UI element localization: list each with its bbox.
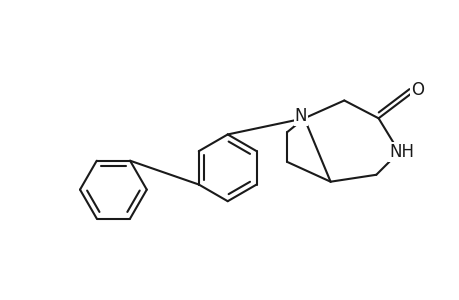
Text: N: N — [294, 107, 306, 125]
Text: O: O — [410, 81, 423, 99]
Text: NH: NH — [388, 143, 413, 161]
